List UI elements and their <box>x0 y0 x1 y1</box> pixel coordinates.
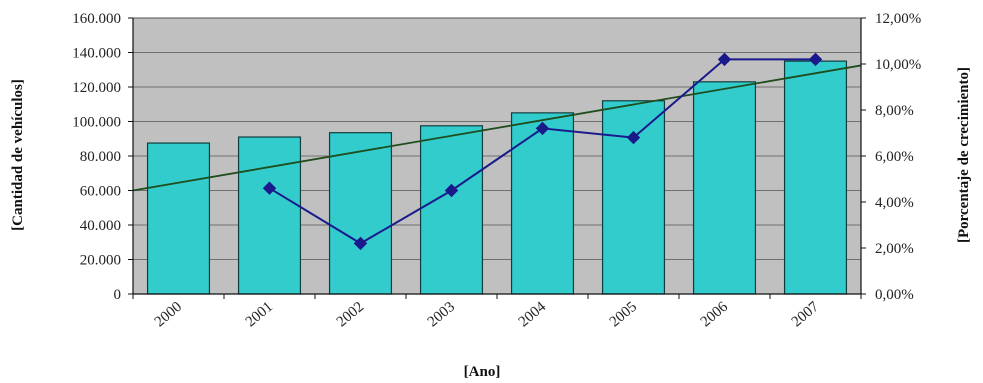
y2-tick-label: 12,00% <box>875 11 921 27</box>
bar <box>510 112 575 295</box>
y-tick-label: 140.000 <box>72 46 121 62</box>
trend-line <box>132 64 862 192</box>
bar <box>601 100 666 295</box>
bar <box>419 125 484 295</box>
y2-axis-title: [Porcentaje de crecimiento] <box>956 67 972 243</box>
bar <box>146 142 211 295</box>
growth-point <box>535 121 550 136</box>
growth-point <box>262 181 277 195</box>
y-axis-title: [Cantidad de vehículos] <box>10 79 26 231</box>
growth-point <box>808 52 823 67</box>
bar <box>237 136 302 295</box>
y-tick-label: 20.000 <box>80 253 121 269</box>
x-tick-label: 2005 <box>607 299 640 331</box>
y-tick-label: 60.000 <box>80 184 121 200</box>
y2-tick-label: 4,00% <box>875 195 914 211</box>
x-tick-label: 2001 <box>243 299 276 331</box>
axes <box>128 17 866 299</box>
bar <box>783 60 848 295</box>
growth-point <box>444 183 459 198</box>
growth-point <box>626 130 641 145</box>
y-tick-label: 40.000 <box>80 218 121 234</box>
x-tick-label: 2000 <box>152 299 185 331</box>
y2-tick-label: 0,00% <box>875 287 914 303</box>
y2-tick-label: 2,00% <box>875 241 914 257</box>
y-tick-label: 80.000 <box>80 149 121 165</box>
y-tick-label: 160.000 <box>72 11 121 27</box>
trendline <box>132 64 862 192</box>
x-axis-title: [Ano] <box>464 364 501 380</box>
x-tick-label: 2004 <box>516 298 550 330</box>
y2-tick-label: 6,00% <box>875 149 914 165</box>
x-tick-label: 2007 <box>789 298 823 330</box>
bars <box>146 60 848 295</box>
x-tick-label: 2002 <box>334 299 367 331</box>
y-tick-label: 120.000 <box>72 80 121 96</box>
growth-point <box>353 236 368 251</box>
y-tick-label: 100.000 <box>72 115 121 131</box>
growth-point <box>717 52 732 67</box>
x-tick-label: 2003 <box>425 299 458 331</box>
growth-line <box>262 52 823 251</box>
bar <box>692 81 757 295</box>
y-tick-label: 0 <box>114 287 122 303</box>
y2-tick-label: 8,00% <box>875 103 914 119</box>
bar <box>328 132 393 295</box>
y2-tick-label: 10,00% <box>875 57 921 73</box>
x-tick-label: 2006 <box>698 298 732 330</box>
